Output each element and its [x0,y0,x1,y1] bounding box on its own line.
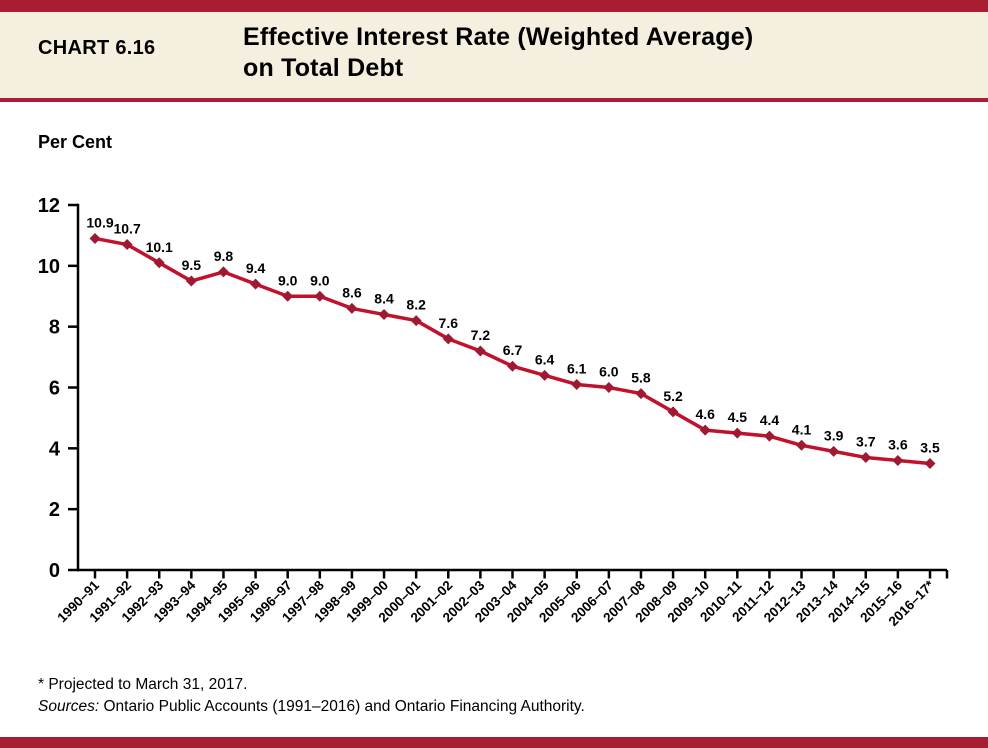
data-point-label: 6.4 [535,351,555,367]
data-point-label: 9.4 [246,260,266,276]
data-point-label: 8.6 [342,284,362,300]
data-point-marker [603,382,615,393]
data-point-label: 3.5 [920,440,940,456]
data-point-label: 9.0 [278,272,298,288]
data-point-marker [507,360,518,372]
data-point-label: 3.7 [856,433,876,449]
y-tick-label: 4 [49,438,61,460]
y-axis-unit-label: Per Cent [38,132,113,152]
data-point-label: 7.6 [439,315,459,331]
chart-title-line2: on Total Debt [243,54,404,82]
data-point-marker [282,290,294,302]
data-point-label: 8.4 [374,291,394,307]
chart-title-line1: Effective Interest Rate (Weighted Averag… [243,23,754,51]
data-point-marker [410,315,422,327]
data-point-label: 4.1 [792,421,812,437]
data-point-label: 6.7 [503,342,523,358]
y-tick-label: 0 [49,560,60,582]
data-point-marker [250,278,262,290]
data-point-label: 9.0 [310,272,330,288]
y-tick-label: 12 [38,195,60,217]
data-point-marker [860,451,872,463]
data-point-marker [828,445,840,457]
data-point-label: 7.2 [471,327,491,343]
chart-header: CHART 6.16 Effective Interest Rate (Weig… [0,12,988,98]
data-point-marker [699,424,711,436]
y-tick-label: 6 [49,378,60,400]
data-point-marker [442,333,454,345]
data-point-marker [667,406,679,418]
data-point-marker [89,232,101,244]
data-point-label: 4.5 [728,409,748,425]
data-point-marker [924,458,936,470]
top-accent-bar [0,0,988,12]
data-point-marker [121,239,133,251]
data-point-label: 6.0 [599,364,619,380]
data-point-marker [185,275,197,287]
data-point-marker [474,345,486,357]
data-point-marker [346,302,358,314]
data-point-marker [763,430,775,442]
header-divider-rule [0,98,988,102]
data-point-label: 4.4 [760,412,780,428]
data-point-marker [796,439,808,451]
data-point-label: 6.1 [567,360,587,376]
data-point-label: 10.9 [86,214,113,230]
data-point-marker [731,427,743,439]
data-point-marker [378,309,390,320]
sources-text: Ontario Public Accounts (1991–2016) and … [99,698,585,715]
data-point-label: 5.2 [663,388,683,404]
data-point-marker [153,257,165,269]
chart-title: Effective Interest Rate (Weighted Averag… [243,22,753,84]
footnotes: * Projected to March 31, 2017. Sources: … [38,674,585,718]
data-point-label: 3.6 [888,437,908,453]
data-point-label: 5.8 [631,370,651,386]
y-tick-label: 8 [49,317,60,339]
data-point-label: 9.5 [182,257,202,273]
line-chart: 0246810121990–911991–921992–931993–94199… [38,195,949,629]
data-point-label: 8.2 [406,297,426,313]
data-point-label: 10.7 [113,221,140,237]
data-point-label: 10.1 [146,239,173,255]
footnote-projection: * Projected to March 31, 2017. [38,676,248,693]
data-point-marker [635,388,647,400]
footnote-sources: Sources: Ontario Public Accounts (1991–2… [38,696,585,718]
data-point-marker [892,455,904,466]
data-point-marker [217,266,229,278]
y-tick-label: 10 [38,256,60,278]
chart-number-label: CHART 6.16 [38,37,156,59]
sources-label: Sources: [38,698,100,715]
data-point-marker [571,378,583,390]
data-point-label: 3.9 [824,427,844,443]
data-point-marker [314,290,326,302]
y-tick-label: 2 [49,499,60,521]
data-point-marker [539,369,551,381]
data-point-label: 9.8 [214,248,234,264]
bottom-accent-bar [0,737,988,748]
data-point-label: 4.6 [695,406,715,422]
